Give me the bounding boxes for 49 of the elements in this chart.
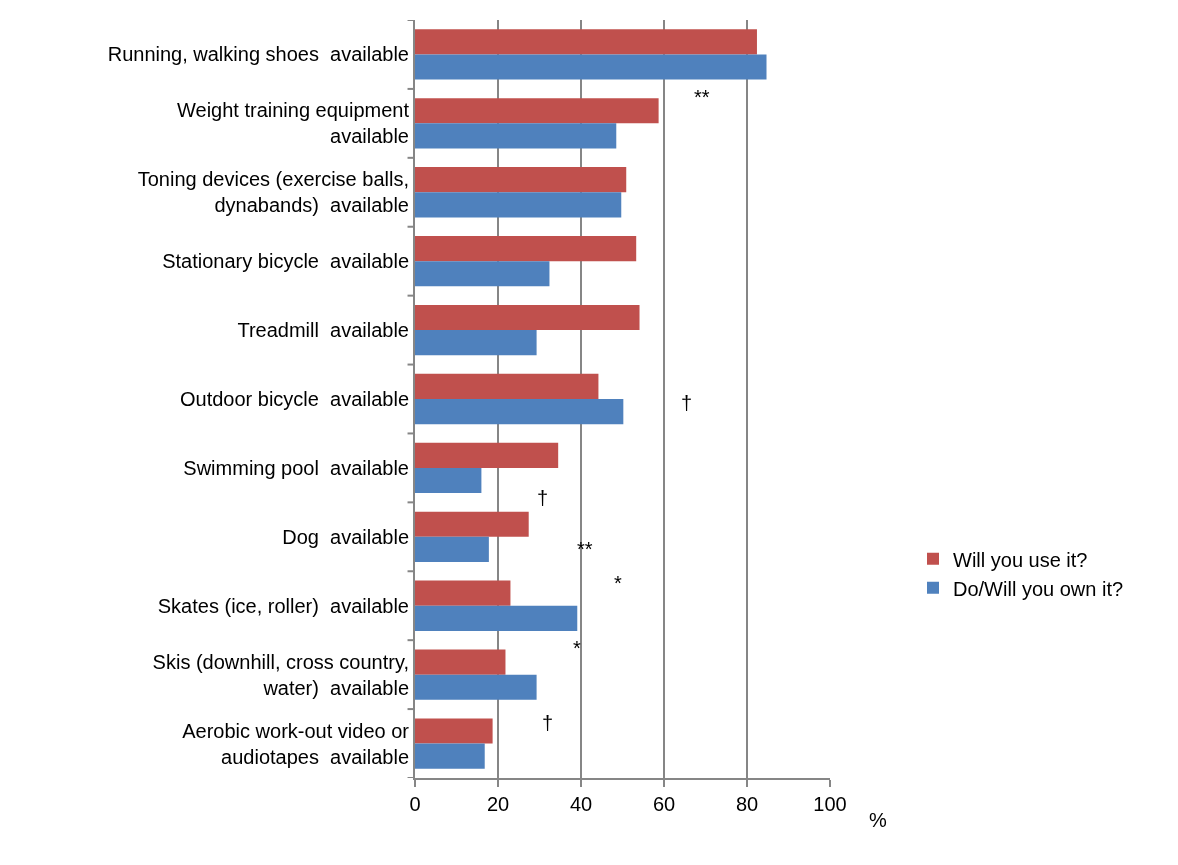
bar (415, 373, 599, 399)
y-tick-label: Stationary bicycle available (162, 250, 409, 273)
x-tick-label: 40 (569, 793, 593, 815)
bar (415, 649, 506, 675)
bar (415, 167, 627, 193)
bar (415, 54, 767, 80)
y-tick-label: Treadmill available (237, 319, 409, 342)
bar (415, 192, 622, 218)
bar (415, 29, 757, 55)
annotation: ** (694, 86, 710, 108)
y-tick-label: Toning devices (exercise balls, dynabands) available (137, 168, 409, 217)
bar (415, 718, 493, 744)
bar (415, 261, 550, 287)
bar (415, 743, 485, 769)
y-tick-label: Skates (ice, roller) available (157, 594, 409, 617)
bar (415, 536, 489, 562)
legend-label: Do/Will you own it? (953, 577, 1124, 600)
annotation: * (614, 572, 622, 594)
x-tick-label: 20 (486, 793, 510, 815)
y-tick-label: Aerobic work-out video or audiotapes available (182, 719, 410, 768)
bar (415, 605, 578, 631)
bar (415, 511, 529, 537)
bar (415, 236, 637, 262)
bar (415, 674, 537, 700)
bar (415, 467, 482, 494)
x-tick-label: 100 (813, 793, 847, 815)
bar (415, 98, 659, 124)
bar (415, 330, 537, 356)
x-axis-title: % (869, 809, 887, 831)
bar (415, 123, 617, 149)
x-tick-label: 0 (409, 793, 421, 815)
bar (415, 399, 624, 425)
y-tick-label: Running, walking shoes available (107, 43, 409, 66)
y-tick-label: Weight training equipment available (177, 99, 410, 148)
bar (415, 580, 511, 606)
y-tick-label: Skis (downhill, cross country, water) available (152, 650, 409, 699)
annotation: * (573, 637, 581, 659)
x-tick-label: 60 (652, 793, 676, 815)
y-tick-label: Swimming pool available (183, 456, 409, 479)
bar (415, 304, 640, 331)
annotation: ** (577, 538, 593, 560)
legend-label: Will you use it? (953, 548, 1088, 571)
annotation: † (542, 712, 554, 734)
y-tick-label: Dog available (282, 525, 409, 548)
bar (415, 442, 559, 468)
annotation: † (537, 487, 549, 509)
x-tick-label: 80 (735, 793, 759, 815)
annotation: † (681, 392, 693, 414)
y-tick-label: Outdoor bicycle available (179, 388, 409, 410)
